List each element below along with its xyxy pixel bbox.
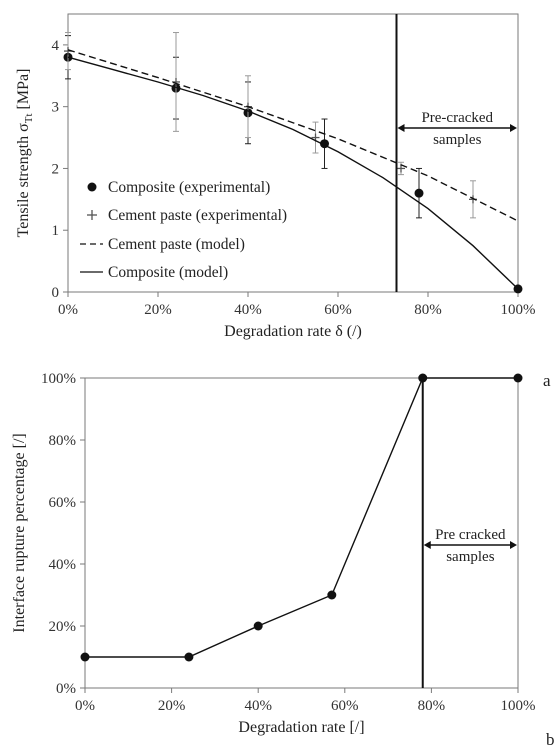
x-tick-label: 100% bbox=[501, 698, 536, 714]
data-point-circle bbox=[513, 373, 523, 383]
series-line-2 bbox=[67, 49, 519, 222]
y-tick-label: 40% bbox=[49, 557, 77, 573]
chart-a-annotation-line1: Pre-cracked bbox=[421, 110, 493, 126]
y-tick-label: 0 bbox=[52, 285, 60, 301]
y-tick-label: 3 bbox=[52, 100, 60, 116]
chart-a-panel-label: a bbox=[543, 371, 551, 390]
y-tick-label: 100% bbox=[41, 371, 76, 387]
chart-b-arrowhead-left bbox=[423, 541, 431, 549]
chart-b-x-axis-label: Degradation rate [/] bbox=[238, 719, 364, 736]
chart-a-y-axis-label: Tensile strength σTt [MPa] bbox=[15, 69, 35, 238]
legend-marker-cement-exp bbox=[87, 210, 97, 220]
chart-a-x-axis-label: Degradation rate δ (/) bbox=[224, 323, 362, 340]
chart-a-arrowhead-right bbox=[510, 124, 517, 132]
y-tick-label: 2 bbox=[52, 161, 60, 177]
x-tick-label: 80% bbox=[418, 698, 446, 714]
chart-b-arrowhead-right bbox=[510, 541, 517, 549]
chart-b-plot-frame bbox=[84, 377, 519, 689]
x-tick-label: 60% bbox=[324, 302, 352, 318]
chart-b: 0% 20% 40% 60% 80% 100% 0% 20% 40% 60% 80% 100% Pr… bbox=[11, 371, 555, 749]
series-line-0 bbox=[85, 377, 518, 658]
y-tick-label: 80% bbox=[49, 433, 77, 449]
chart-a-series bbox=[63, 32, 523, 294]
x-tick-label: 20% bbox=[158, 698, 186, 714]
data-point-circle bbox=[80, 652, 90, 662]
series-line-3 bbox=[67, 56, 519, 290]
chart-a-x-ticks: 0% 20% 40% 60% 80% 100% bbox=[58, 292, 536, 318]
chart-b-annotation-line2: samples bbox=[446, 549, 494, 565]
y-tick-label: 60% bbox=[49, 495, 77, 511]
chart-a-plot-frame bbox=[67, 13, 519, 293]
x-tick-label: 60% bbox=[331, 698, 359, 714]
data-point-circle bbox=[184, 652, 194, 662]
chart-a-arrowhead-left bbox=[397, 124, 405, 132]
x-tick-label: 0% bbox=[75, 698, 95, 714]
chart-b-series bbox=[80, 373, 523, 662]
chart-b-y-ticks: 0% 20% 40% 60% 80% 100% bbox=[41, 371, 85, 697]
legend-label-composite-model: Composite (model) bbox=[108, 264, 228, 281]
chart-a-annotation-line2: samples bbox=[433, 132, 481, 148]
legend-label-composite-exp: Composite (experimental) bbox=[108, 179, 270, 196]
chart-b-annotation-line1: Pre cracked bbox=[435, 527, 506, 543]
y-tick-label: 4 bbox=[52, 38, 60, 54]
chart-a-y-ticks: 0 1 2 3 4 bbox=[52, 38, 68, 301]
data-point-circle bbox=[327, 590, 337, 600]
legend-label-cement-exp: Cement paste (experimental) bbox=[108, 207, 287, 224]
x-tick-label: 0% bbox=[58, 302, 78, 318]
chart-a-annotation: Pre-cracked samples bbox=[397, 110, 517, 148]
chart-b-y-axis-label: Interface rupture percentage [/] bbox=[11, 433, 28, 632]
legend-label-cement-model: Cement paste (model) bbox=[108, 236, 245, 253]
x-tick-label: 20% bbox=[144, 302, 172, 318]
legend-marker-composite-exp bbox=[87, 182, 97, 192]
x-tick-label: 80% bbox=[414, 302, 442, 318]
data-point-circle bbox=[253, 621, 263, 631]
chart-b-x-ticks: 0% 20% 40% 60% 80% 100% bbox=[75, 688, 536, 714]
chart-b-panel-label: b bbox=[546, 730, 555, 749]
y-tick-label: 0% bbox=[56, 681, 76, 697]
chart-b-annotation: Pre cracked samples bbox=[423, 527, 517, 565]
data-point-circle bbox=[414, 188, 424, 198]
chart-a: 0 1 2 3 4 0% 20% 40% 60% 80% 100% Pre-cracked sam… bbox=[15, 13, 551, 390]
x-tick-label: 100% bbox=[501, 302, 536, 318]
x-tick-label: 40% bbox=[234, 302, 262, 318]
chart-a-legend: Composite (experimental) Cement paste (e… bbox=[80, 179, 287, 281]
y-tick-label: 1 bbox=[52, 223, 60, 239]
x-tick-label: 40% bbox=[244, 698, 272, 714]
y-tick-label: 20% bbox=[49, 619, 77, 635]
